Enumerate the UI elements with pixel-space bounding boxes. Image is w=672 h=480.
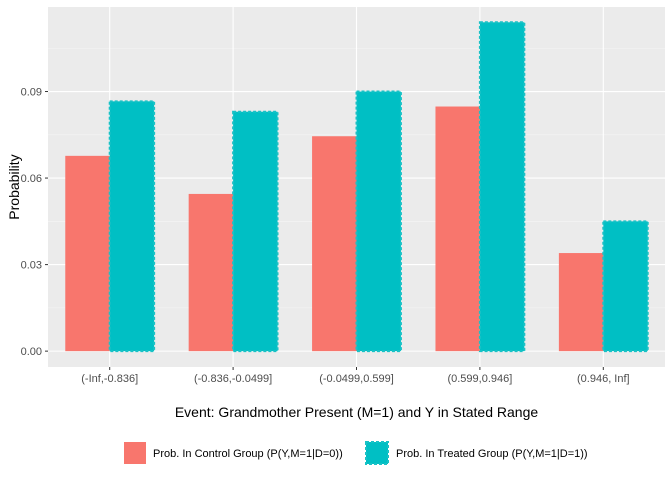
bar-control-1 [188, 193, 234, 352]
x-tick-label: (0.599,0.946] [447, 373, 512, 385]
legend-key-treated [365, 441, 389, 465]
y-axis-title: Probability [6, 154, 22, 219]
y-tick-label: 0.09 [21, 87, 42, 99]
y-tick-label: 0.06 [21, 173, 42, 185]
y-tick-label: 0.03 [21, 260, 42, 272]
bar-treated-0 [108, 100, 156, 353]
bar-control-0 [65, 155, 110, 352]
legend-label-treated: Prob. In Treated Group (P(Y,M=1|D=1)) [396, 448, 588, 460]
bar-treated-3 [478, 21, 526, 353]
x-tick-label: (-0.0499,0.599] [319, 373, 394, 385]
y-tick-label: 0.00 [21, 346, 42, 358]
bars [65, 21, 649, 353]
legend-key-control [124, 442, 146, 464]
y-axis-tick-labels: 0.00 0.03 0.06 0.09 [21, 87, 48, 358]
bar-treated-2 [355, 90, 402, 353]
x-tick-label: (0.946, Inf] [577, 373, 630, 385]
x-axis-tick-labels: (-Inf,-0.836] (-0.836,-0.0499] (-0.0499,0.… [81, 367, 630, 385]
legend: Prob. In Control Group (P(Y,M=1|D=0)) Pr… [124, 441, 588, 465]
bar-control-2 [312, 136, 357, 352]
bar-control-4 [558, 253, 604, 352]
bar-treated-1 [232, 110, 279, 353]
x-tick-label: (-Inf,-0.836] [81, 373, 138, 385]
bar-control-3 [435, 106, 480, 352]
x-tick-label: (-0.836,-0.0499] [194, 373, 272, 385]
x-axis-title: Event: Grandmother Present (M=1) and Y i… [175, 404, 539, 420]
legend-label-control: Prob. In Control Group (P(Y,M=1|D=0)) [153, 448, 343, 460]
bar-treated-4 [602, 220, 649, 353]
